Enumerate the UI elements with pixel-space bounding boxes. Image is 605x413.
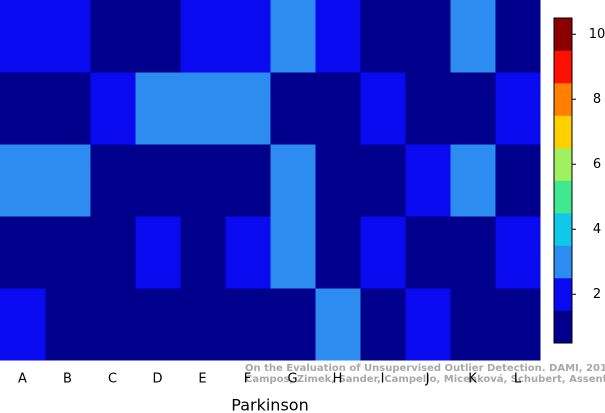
- x-tick-label: E: [198, 372, 206, 387]
- colorbar-tick-label: 4: [593, 222, 601, 237]
- heatmap-cell: [45, 288, 91, 361]
- x-tick-label: H: [333, 372, 343, 387]
- watermark: On the Evaluation of Unsupervised Outlie…: [245, 363, 605, 374]
- heatmap-cell: [0, 0, 46, 73]
- heatmap-cell: [495, 216, 541, 289]
- heatmap-cell: [360, 72, 406, 145]
- heatmap-cell: [450, 288, 496, 361]
- heatmap-cell: [0, 216, 46, 289]
- heatmap-cell: [225, 144, 271, 217]
- colorbar-frame: [553, 17, 573, 344]
- heatmap-cell: [315, 288, 361, 361]
- heatmap-cell: [180, 144, 226, 217]
- heatmap-cell: [270, 216, 316, 289]
- heatmap-cell: [270, 288, 316, 361]
- colorbar-bin: [554, 115, 572, 149]
- x-tick-label: D: [152, 372, 162, 387]
- x-tick-label: I: [381, 372, 385, 387]
- heatmap-cell: [45, 144, 91, 217]
- heatmap-cell: [450, 216, 496, 289]
- heatmap-cell: [135, 216, 181, 289]
- heatmap-cell: [180, 72, 226, 145]
- heatmap-cell: [45, 216, 91, 289]
- heatmap-cell: [90, 288, 136, 361]
- heatmap-cell: [45, 72, 91, 145]
- heatmap-cell: [360, 216, 406, 289]
- colorbar-tick-label: 2: [593, 287, 601, 302]
- heatmap-cell: [270, 0, 316, 73]
- heatmap-cell: [225, 72, 271, 145]
- heatmap-cell: [450, 72, 496, 145]
- heatmap-cell: [180, 288, 226, 361]
- heatmap-cell: [495, 144, 541, 217]
- x-tick-label: C: [108, 372, 117, 387]
- colorbar-bin: [554, 180, 572, 214]
- watermark: Campos, Zimek, Sander, Campello, Micenko…: [245, 373, 605, 385]
- heatmap-cell: [315, 0, 361, 73]
- heatmap-cell: [450, 0, 496, 73]
- heatmap-cell: [135, 288, 181, 361]
- x-tick-label: J: [425, 372, 430, 387]
- heatmap-cell: [225, 0, 271, 73]
- colorbar-bin: [554, 213, 572, 246]
- heatmap-cell: [495, 0, 541, 73]
- heatmap-cell: [405, 216, 451, 289]
- heatmap-cell: [270, 72, 316, 145]
- colorbar-bin: [554, 83, 572, 116]
- x-tick-label: A: [18, 372, 27, 387]
- heatmap-cell: [90, 72, 136, 145]
- x-tick-label: L: [514, 372, 522, 387]
- x-tick-label: B: [63, 372, 72, 387]
- colorbar-bin: [554, 18, 572, 51]
- heatmap-cell: [45, 0, 91, 73]
- x-tick-label: F: [244, 372, 251, 387]
- heatmap-cell: [90, 0, 136, 73]
- colorbar-bin: [554, 50, 572, 84]
- heatmap-cell: [180, 216, 226, 289]
- heatmap-cell: [360, 144, 406, 217]
- colorbar-bin: [554, 310, 572, 344]
- colorbar-tick-label: 8: [593, 92, 601, 107]
- heatmap-cell: [315, 144, 361, 217]
- heatmap-cell: [315, 72, 361, 145]
- heatmap-cell: [360, 288, 406, 361]
- heatmap-cell: [180, 0, 226, 73]
- heatmap-cell: [0, 72, 46, 145]
- heatmap-cell: [405, 72, 451, 145]
- heatmap-cell: [405, 0, 451, 73]
- heatmap-cell: [315, 216, 361, 289]
- heatmap-cell: [135, 72, 181, 145]
- x-axis-label: Parkinson: [231, 396, 308, 413]
- heatmap-cell: [405, 288, 451, 361]
- heatmap-cell: [270, 144, 316, 217]
- colorbar-tick-label: 6: [593, 157, 601, 172]
- heatmap-cell: [90, 216, 136, 289]
- colorbar-bin: [554, 278, 572, 311]
- heatmap-cell: [405, 144, 451, 217]
- heatmap-cell: [225, 288, 271, 361]
- colorbar-tick-label: 10: [589, 27, 605, 42]
- heatmap-cell: [135, 0, 181, 73]
- heatmap-cell: [225, 216, 271, 289]
- heatmap-cell: [450, 144, 496, 217]
- heatmap-cell: [495, 72, 541, 145]
- heatmap-cell: [90, 144, 136, 217]
- x-tick-label: K: [468, 372, 477, 387]
- colorbar-bin: [554, 245, 572, 279]
- colorbar-bin: [554, 148, 572, 181]
- heatmap-cell: [135, 144, 181, 217]
- heatmap-cell: [0, 144, 46, 217]
- x-tick-label: G: [287, 372, 297, 387]
- heatmap-cell: [495, 288, 541, 361]
- heatmap-cell: [360, 0, 406, 73]
- heatmap-cell: [0, 288, 46, 361]
